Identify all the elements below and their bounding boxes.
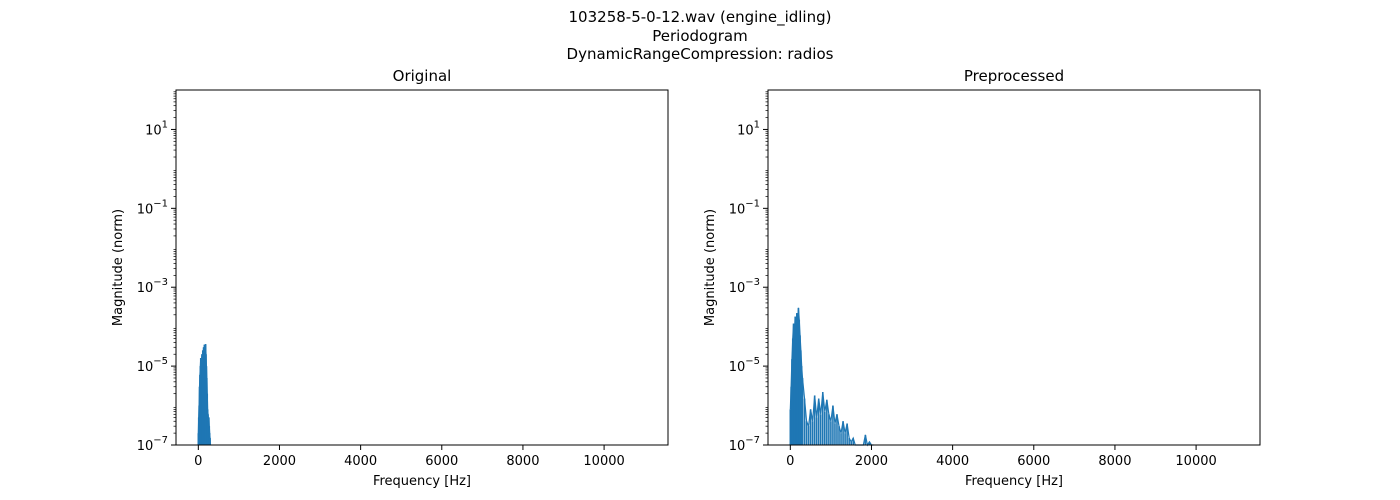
- x-tick-label: 6000: [1017, 454, 1050, 469]
- subplot-original: 0 2000 4000 6000 8000 10000 10−7 10−5 10−3 10−1 10…: [111, 67, 669, 489]
- figure-title-line-3: DynamicRangeCompression: radios: [567, 45, 834, 63]
- x-tick-label: 6000: [425, 454, 458, 469]
- x-axis-label: Frequency [Hz]: [965, 474, 1063, 489]
- subplot-title: Original: [393, 67, 452, 85]
- x-tick-label: 2000: [263, 454, 296, 469]
- y-tick-label: 10−1: [137, 198, 168, 217]
- x-tick-label: 8000: [506, 454, 539, 469]
- y-tick-label: 10−7: [729, 435, 760, 454]
- subplot-preprocessed: 0 2000 4000 6000 8000 10000 10−7 10−5 10−3 10−1 10…: [703, 67, 1261, 489]
- x-axis-label: Frequency [Hz]: [373, 474, 471, 489]
- x-tick-label: 2000: [855, 454, 888, 469]
- x-tick-label: 10000: [583, 454, 624, 469]
- x-tick-label: 0: [786, 454, 794, 469]
- axes-frame: [767, 89, 1261, 446]
- x-tick-label: 4000: [344, 454, 377, 469]
- series-0: [789, 307, 874, 447]
- y-axis-label: Magnitude (norm): [111, 209, 126, 326]
- y-tick-label: 10−5: [729, 356, 760, 375]
- axes-frame: [175, 89, 669, 446]
- y-tick-label: 101: [145, 119, 168, 138]
- x-tick-label: 0: [194, 454, 202, 469]
- subplot-title: Preprocessed: [964, 67, 1064, 85]
- x-tick-label: 4000: [936, 454, 969, 469]
- y-tick-label: 10−7: [137, 435, 168, 454]
- y-tick-label: 10−3: [137, 277, 168, 296]
- figure-title-line-1: 103258-5-0-12.wav (engine_idling): [569, 8, 832, 27]
- figure-title-line-2: Periodogram: [652, 27, 747, 45]
- x-tick-label: 8000: [1098, 454, 1131, 469]
- series-0: [197, 344, 212, 446]
- y-tick-label: 10−1: [729, 198, 760, 217]
- y-tick-label: 10−3: [729, 277, 760, 296]
- x-tick-label: 10000: [1175, 454, 1216, 469]
- series-line: [197, 344, 212, 446]
- y-axis-label: Magnitude (norm): [703, 209, 718, 326]
- y-tick-label: 101: [737, 119, 760, 138]
- y-tick-label: 10−5: [137, 356, 168, 375]
